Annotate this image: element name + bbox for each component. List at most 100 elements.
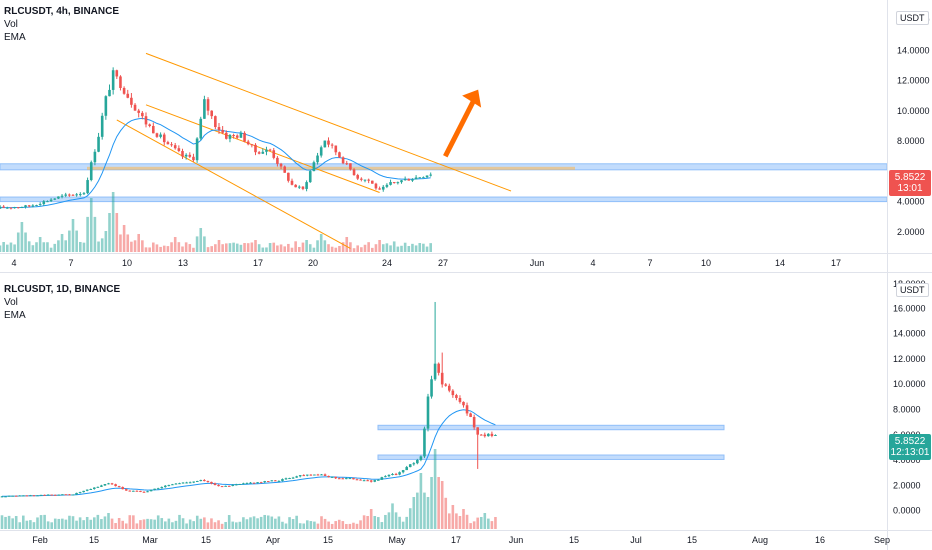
volume-bar: [170, 242, 173, 252]
volume-bar: [82, 520, 85, 529]
indicator-vol[interactable]: Vol: [4, 297, 18, 308]
volume-bar: [137, 234, 140, 252]
volume-bar: [53, 243, 57, 252]
candle-body: [156, 488, 160, 490]
indicator-ema[interactable]: EMA: [4, 310, 26, 321]
candle-body: [306, 474, 309, 476]
candle-body: [381, 186, 385, 190]
volume-bar: [270, 516, 274, 529]
candle-body: [71, 194, 75, 196]
candle-body: [167, 484, 171, 486]
price-axis-4h[interactable]: 16.000014.000012.000010.00008.00004.0000…: [897, 15, 930, 237]
volume-bar: [494, 517, 497, 529]
volume-bar: [46, 521, 50, 529]
volume-bar: [374, 244, 378, 252]
time-tick: 20: [308, 258, 318, 268]
volume-bar: [359, 520, 362, 529]
candle-body: [146, 491, 149, 493]
currency-label[interactable]: USDT: [896, 283, 929, 297]
volume-bar: [352, 248, 356, 252]
candle-body: [385, 184, 389, 187]
volume-bar: [356, 245, 359, 252]
candle-body: [119, 76, 122, 88]
time-axis-4h[interactable]: 4 7 10 13 17 20 24 27 Jun 4 7 10 14 17: [11, 258, 841, 268]
candle-body: [43, 494, 46, 496]
volume-bar: [71, 516, 75, 529]
volume-bar: [355, 523, 359, 529]
candle-body: [178, 483, 181, 485]
volume-bar: [206, 522, 210, 529]
indicator-vol[interactable]: Vol: [4, 19, 18, 30]
volume-bar: [312, 247, 316, 252]
volume-bar: [316, 240, 319, 252]
candle-body: [487, 433, 490, 437]
time-tick: 14: [775, 258, 785, 268]
symbol-title[interactable]: RLCUSDT, 4h, BINANCE: [4, 6, 120, 17]
candle-body: [416, 459, 419, 464]
candle-body: [268, 149, 272, 151]
candle-body: [130, 97, 133, 105]
time-tick: Mar: [142, 535, 158, 545]
volume-bar: [43, 514, 46, 529]
candle-body: [53, 494, 57, 496]
candle-body: [302, 475, 306, 477]
candle-body: [356, 175, 359, 179]
volume-bar: [367, 242, 370, 252]
candle-body: [221, 130, 224, 133]
volume-bar: [60, 234, 64, 252]
volume-bar: [100, 238, 104, 252]
volume-bar: [195, 515, 199, 529]
candle-body: [135, 490, 139, 492]
candle-body: [68, 494, 71, 496]
volume-bar: [89, 519, 93, 529]
time-tick: May: [388, 535, 406, 545]
volume-bar: [334, 521, 337, 529]
volume-bar: [416, 492, 419, 529]
candle-body: [71, 494, 75, 496]
candle-body: [203, 99, 206, 119]
candle-body: [85, 489, 89, 491]
volume-bar: [228, 243, 232, 252]
volume-bar: [49, 247, 53, 252]
volume-bar: [29, 520, 32, 529]
support-zone: [0, 196, 888, 203]
volume-bar: [345, 524, 348, 529]
volume-bar: [392, 241, 396, 252]
candle-body: [153, 488, 156, 490]
price-tick: 8.0000: [893, 404, 921, 414]
chart-1d[interactable]: 16.000014.000012.000010.00008.00006.0000…: [0, 273, 932, 550]
candle-body: [27, 205, 31, 207]
volume-bar: [316, 523, 320, 529]
trendline: [116, 119, 351, 249]
time-axis-1d[interactable]: Feb 15 Mar 15 Apr 15 May 17 Jun 15 Jul 15 Aug 16 Sep: [32, 535, 890, 545]
candle-body: [111, 70, 115, 90]
candles-1d: [0, 301, 497, 498]
volume-bar: [429, 243, 432, 252]
candle-body: [440, 372, 444, 385]
candle-body: [407, 179, 411, 181]
candle-body: [259, 482, 263, 484]
trendlines-4h: [116, 52, 512, 249]
candle-body: [265, 149, 268, 152]
currency-label[interactable]: USDT: [896, 11, 929, 25]
chart-4h[interactable]: 16.000014.000012.000010.00008.00004.0000…: [0, 0, 932, 272]
candle-body: [323, 140, 327, 148]
price-axis-1d[interactable]: 16.000014.000012.000010.00008.00006.0000…: [893, 279, 926, 516]
candle-body: [301, 186, 305, 189]
candle-body: [298, 186, 301, 188]
volume-bar: [309, 521, 313, 529]
candle-body: [57, 196, 60, 199]
candle-body: [177, 148, 181, 151]
candle-body: [128, 490, 132, 492]
candle-body: [108, 89, 111, 97]
indicator-ema[interactable]: EMA: [4, 32, 26, 43]
time-tick: Jun: [509, 535, 524, 545]
volume-bar: [96, 514, 100, 529]
volume-bar: [159, 246, 162, 252]
volume-bar: [164, 521, 167, 529]
candle-body: [377, 479, 380, 481]
volume-bar: [16, 232, 20, 252]
symbol-title[interactable]: RLCUSDT, 1D, BINANCE: [4, 284, 121, 295]
volume-bar: [313, 521, 316, 529]
volume-bar: [422, 243, 425, 252]
